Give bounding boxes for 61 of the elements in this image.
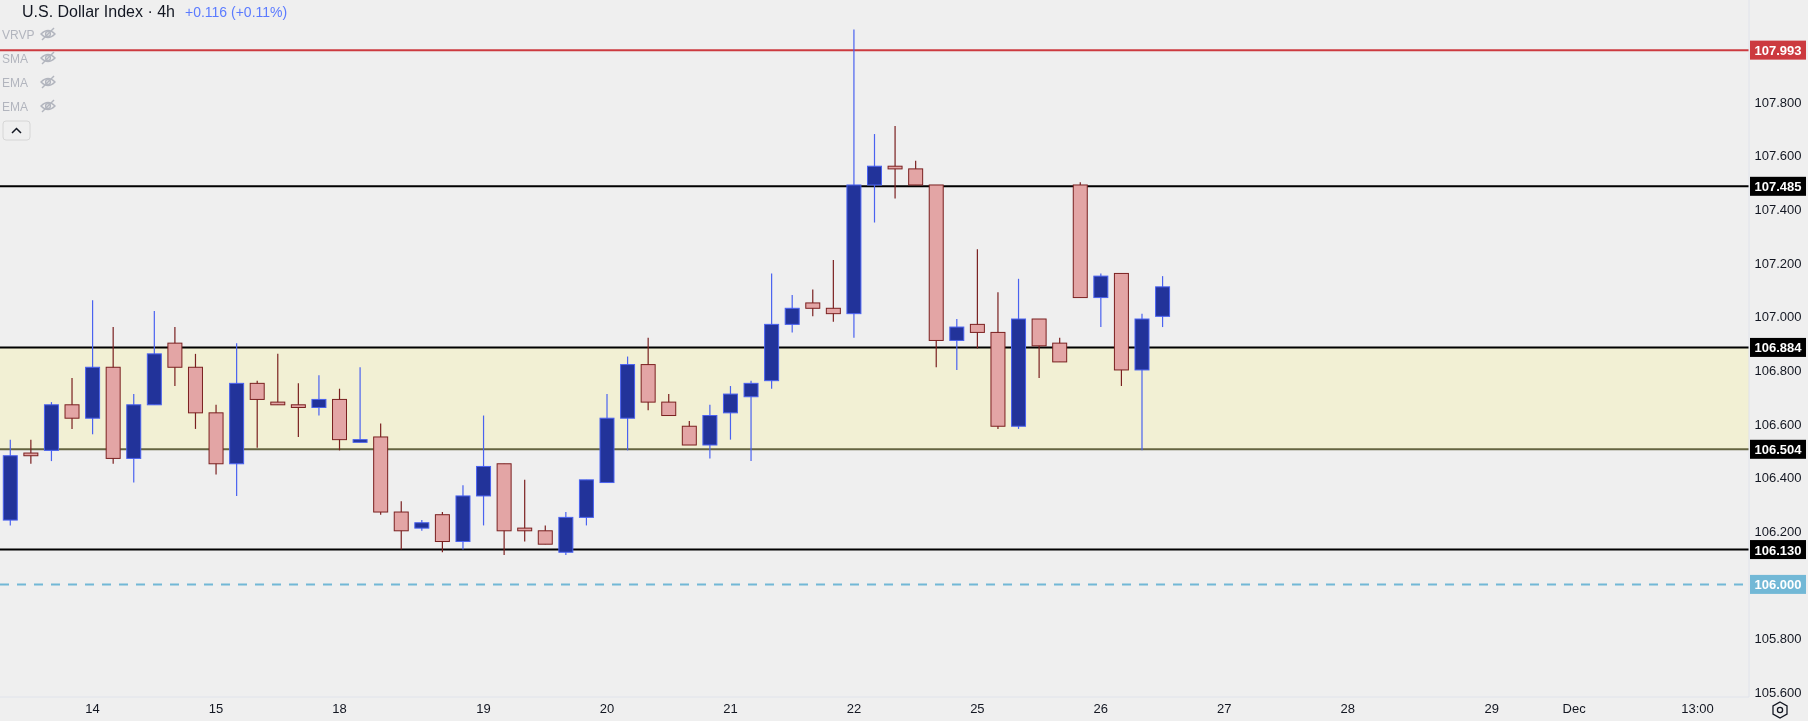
candlestick (290, 382, 306, 438)
ref-line-label: 106.504 (1754, 442, 1803, 458)
chart-subtitle: +0.116 (+0.11%) (184, 4, 288, 20)
x-tick-label: 18 (332, 701, 347, 716)
candlestick (743, 380, 759, 462)
x-tick-label: 27 (1217, 701, 1232, 716)
candlestick (969, 248, 985, 350)
y-tick-label: 106.200 (1754, 523, 1802, 539)
candlestick (1093, 272, 1109, 328)
candlestick (908, 160, 924, 186)
candlestick (352, 366, 368, 443)
x-tick-label: 25 (970, 701, 985, 716)
x-tick-label: 29 (1484, 701, 1500, 716)
ref-line-label: 107.485 (1754, 179, 1802, 195)
x-tick-label: 26 (1093, 701, 1109, 716)
candlestick (537, 524, 553, 545)
ref-line-label: 106.000 (1754, 577, 1802, 593)
candlestick (1052, 337, 1068, 363)
candlestick (270, 353, 286, 406)
y-tick-label: 107.800 (1754, 94, 1802, 110)
candlestick (23, 439, 39, 465)
x-tick-label: Dec (1562, 701, 1587, 716)
annotation: VRVP (2, 28, 35, 42)
y-tick-label: 107.400 (1754, 202, 1802, 218)
candlestick (393, 500, 409, 551)
candlestick (661, 393, 677, 417)
y-tick-label: 107.600 (1754, 148, 1802, 164)
candlestick (949, 318, 965, 371)
x-tick-label: 14 (85, 701, 100, 716)
candlestick (784, 294, 800, 334)
y-tick-label: 105.800 (1754, 631, 1802, 647)
candlestick (681, 420, 697, 446)
y-tick-label: 106.400 (1754, 470, 1802, 486)
x-tick-label: 15 (208, 701, 224, 716)
ref-line-label: 107.993 (1754, 43, 1802, 59)
y-tick-label: 106.600 (1754, 416, 1802, 432)
annotation: EMA (2, 76, 29, 90)
candlestick (311, 374, 327, 417)
annotation: SMA (2, 52, 29, 66)
candlestick (887, 125, 903, 199)
candlestick (722, 385, 738, 441)
x-tick-label: 22 (846, 701, 862, 716)
chart-title: U.S. Dollar Index · 4h (22, 3, 175, 20)
ref-line-label: 106.130 (1754, 542, 1802, 558)
ref-line-label: 106.884 (1754, 340, 1803, 356)
x-tick-label: 13:00 (1681, 701, 1714, 716)
y-tick-label: 105.600 (1754, 684, 1802, 700)
candlestick (867, 133, 882, 224)
candlestick (805, 288, 821, 317)
x-tick-label: 20 (599, 701, 615, 716)
candlestick (249, 380, 265, 449)
y-tick-label: 106.800 (1754, 362, 1802, 378)
x-tick-label: 28 (1340, 701, 1355, 716)
candlestick (825, 259, 841, 323)
y-tick-label: 107.000 (1754, 309, 1802, 325)
x-tick-label: 19 (476, 701, 491, 716)
candlestick (64, 377, 80, 430)
annotation: EMA (2, 100, 29, 114)
y-tick-label: 107.200 (1754, 255, 1802, 271)
candlestick (517, 479, 533, 543)
x-tick-label: 21 (723, 701, 738, 716)
